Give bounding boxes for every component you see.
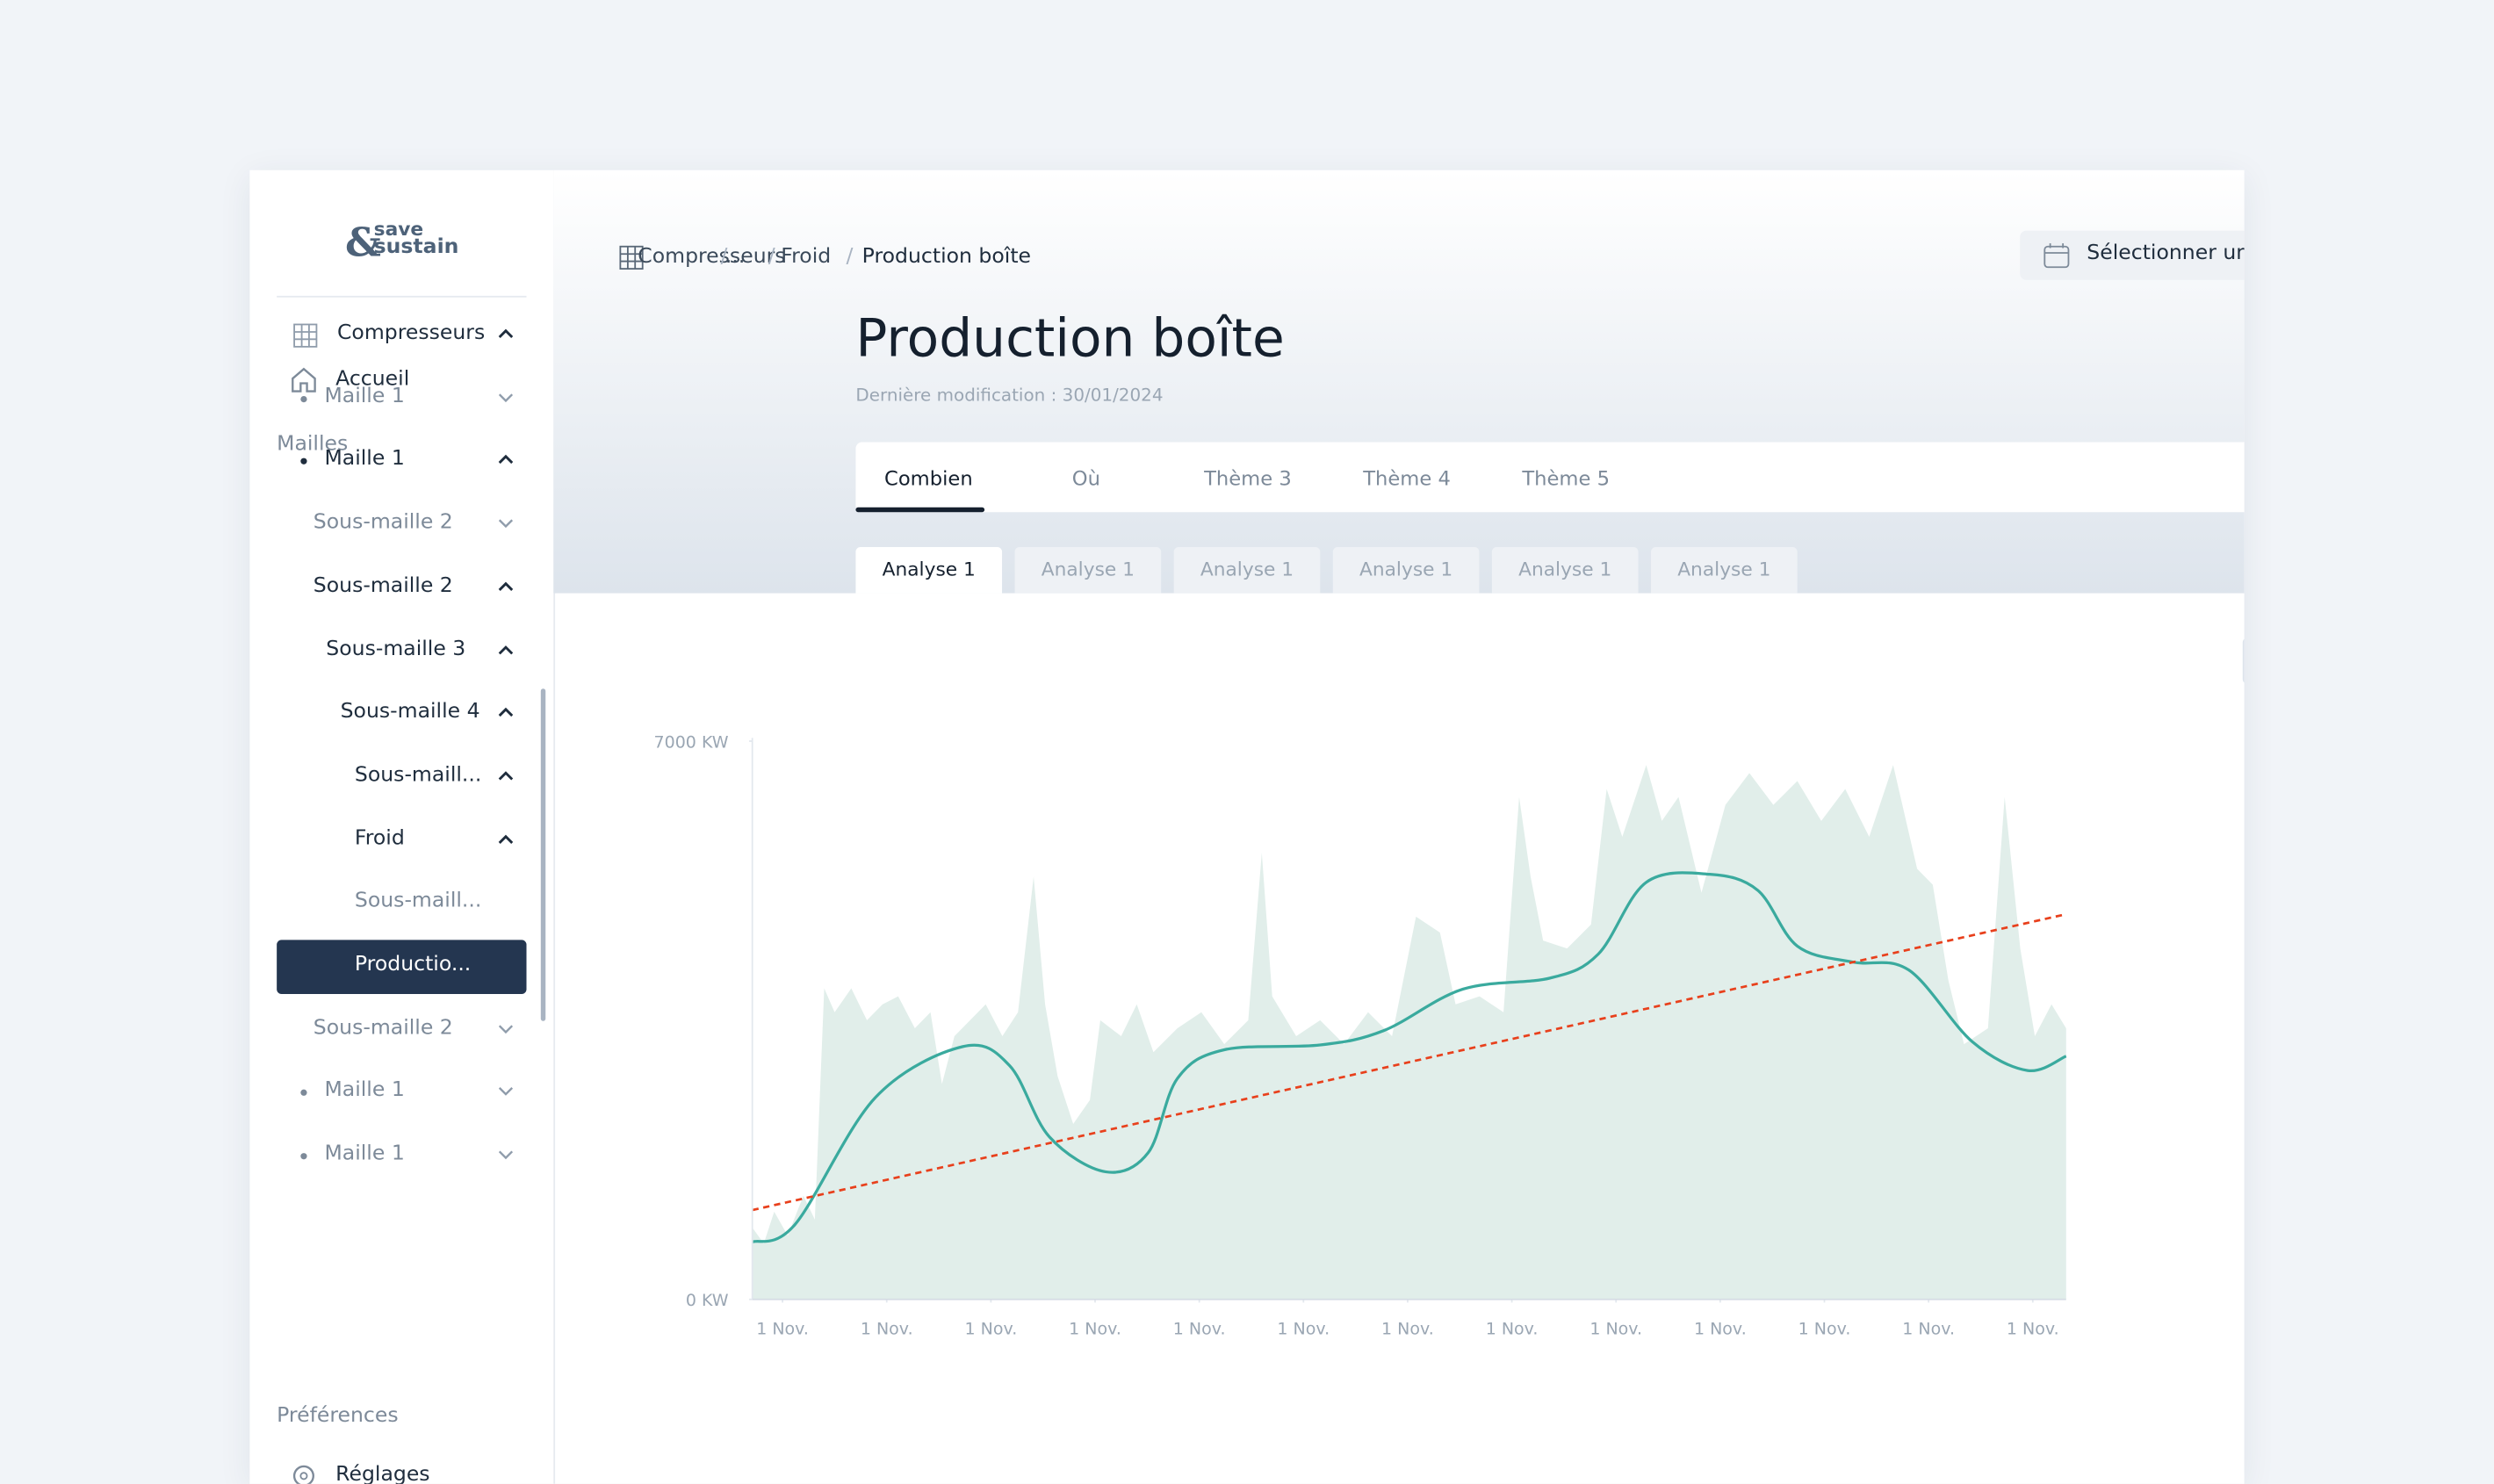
chevron — [498, 393, 514, 402]
nav-settings[interactable]: Réglages — [335, 1463, 430, 1484]
subtab-label: Analyse 1 — [1677, 558, 1771, 581]
subtab[interactable]: Analyse 1 — [1491, 547, 1639, 594]
grid-icon — [619, 245, 644, 270]
x-tick-label: 1 Nov. — [1381, 1320, 1434, 1339]
x-tick-label: 1 Nov. — [1694, 1320, 1747, 1339]
y-tick-label: 7000 KW — [654, 732, 729, 752]
subtab[interactable]: Analyse 1 — [1651, 547, 1798, 594]
area — [752, 765, 2066, 1300]
chevron — [498, 708, 514, 717]
nav-item[interactable]: Maille 1 — [324, 384, 405, 408]
main: Compresseurs /... / Froid / Production boîte … — [553, 169, 2245, 1484]
breadcrumb-separator: / — [720, 244, 728, 270]
x-tick-label: 1 Nov. — [1069, 1320, 1121, 1339]
tab[interactable]: Combien — [884, 465, 973, 490]
scrollbar — [540, 688, 546, 1021]
tab[interactable]: Thème 3 — [1204, 465, 1292, 490]
tab[interactable]: Thème 4 — [1363, 465, 1451, 490]
breadcrumb-separator: / — [846, 244, 854, 270]
tab[interactable]: Où — [1071, 465, 1100, 490]
nav-dot — [300, 1090, 307, 1097]
period-select[interactable]: Sélectionner une période — [2020, 230, 2245, 280]
subtab-label: Analyse 1 — [1041, 558, 1135, 581]
breadcrumb-item[interactable]: ... — [724, 244, 746, 270]
period-label: Sélectionner une période — [2087, 241, 2244, 266]
y-tick-label: 0 KW — [686, 1291, 729, 1310]
nav-item[interactable]: Sous-maille 3 — [326, 637, 466, 661]
page-subtitle: Dernière modification : 30/01/2024 — [855, 385, 1164, 406]
subtab-label: Analyse 1 — [1518, 558, 1612, 581]
nav-item[interactable]: Sous-maill... — [354, 763, 482, 788]
breadcrumb-separator: / — [768, 244, 775, 270]
chevron — [498, 1087, 514, 1097]
nav-item[interactable]: Maille 1 — [324, 447, 405, 472]
sidebar: & save sustain Accueil Mailles Compresse… — [249, 169, 556, 1484]
nav-item[interactable]: Productio... — [354, 952, 472, 977]
nav-item[interactable]: Sous-maille 2 — [313, 573, 453, 598]
breadcrumb-item[interactable]: Compresseurs — [638, 244, 786, 270]
subtab-label: Analyse 1 — [882, 558, 976, 581]
nav-home[interactable]: Accueil — [335, 367, 410, 392]
nav-dot — [300, 458, 307, 465]
tab-underline — [855, 507, 985, 513]
screenshot-button[interactable] — [2242, 638, 2245, 684]
nav-item[interactable]: Sous-maille 2 — [313, 1015, 453, 1040]
home-icon — [292, 367, 316, 393]
nav-item[interactable]: Sous-maill... — [354, 889, 482, 914]
x-tick-label: 1 Nov. — [1798, 1320, 1851, 1339]
x-tick-label: 1 Nov. — [1902, 1320, 1955, 1339]
subtab[interactable]: Analyse 1 — [855, 547, 1003, 594]
tab[interactable]: Thème 5 — [1522, 465, 1611, 490]
nav-active-bg — [277, 940, 527, 994]
chevron — [498, 328, 514, 338]
page-title: Production boîte — [855, 306, 1285, 370]
chevron — [498, 1150, 514, 1160]
logo-top: save — [373, 218, 424, 241]
divider — [277, 295, 527, 298]
section-label: Mailles — [277, 432, 349, 457]
subtab[interactable]: Analyse 1 — [1332, 547, 1480, 594]
x-tick-label: 1 Nov. — [1173, 1320, 1226, 1339]
nav-item[interactable]: Maille 1 — [324, 1142, 405, 1166]
x-tick-label: 1 Nov. — [1277, 1320, 1330, 1339]
nav-dot — [300, 1153, 307, 1160]
x-tick-label: 1 Nov. — [1486, 1320, 1539, 1339]
x-tick-label: 1 Nov. — [756, 1320, 809, 1339]
section-label: Préférences — [277, 1404, 399, 1429]
x-tick-label: 1 Nov. — [2007, 1320, 2059, 1339]
subtab-label: Analyse 1 — [1359, 558, 1453, 581]
nav-dot — [300, 395, 307, 402]
header — [553, 169, 2245, 594]
calendar-icon — [2043, 243, 2070, 269]
breadcrumb-item[interactable]: Froid — [781, 244, 832, 270]
chevron — [498, 581, 514, 591]
x-tick-label: 1 Nov. — [861, 1320, 913, 1339]
subtab[interactable]: Analyse 1 — [1014, 547, 1162, 594]
chevron — [498, 1024, 514, 1034]
app-card: & save sustain Accueil Mailles Compresse… — [249, 169, 2245, 1484]
x-tick-label: 1 Nov. — [1589, 1320, 1642, 1339]
chevron — [498, 833, 514, 844]
chevron — [498, 455, 514, 465]
chevron — [498, 645, 514, 654]
chart: 7000 KW 0 KW 1 Nov. 1 Nov. 1 Nov. 1 Nov. 1 Nov… — [654, 732, 2067, 1339]
chevron — [498, 519, 514, 529]
breadcrumb-item: Production boîte — [861, 244, 1032, 270]
logo-bottom: sustain — [373, 235, 459, 260]
tab-bar — [855, 442, 2245, 513]
nav-item[interactable]: Maille 1 — [324, 1078, 405, 1103]
grid-icon — [293, 323, 318, 348]
nav-item[interactable]: Sous-maille 4 — [340, 700, 480, 724]
nav-item[interactable]: Compresseurs — [336, 321, 486, 346]
chevron — [498, 770, 514, 781]
logo-amp: & — [345, 219, 381, 266]
gear-icon — [292, 1465, 314, 1484]
subtab-label: Analyse 1 — [1200, 558, 1294, 581]
subtab[interactable]: Analyse 1 — [1173, 547, 1321, 594]
x-tick-label: 1 Nov. — [964, 1320, 1017, 1339]
trend-line — [752, 912, 2067, 1212]
nav-item[interactable]: Sous-maille 2 — [313, 510, 453, 535]
nav-item[interactable]: Froid — [354, 826, 405, 851]
